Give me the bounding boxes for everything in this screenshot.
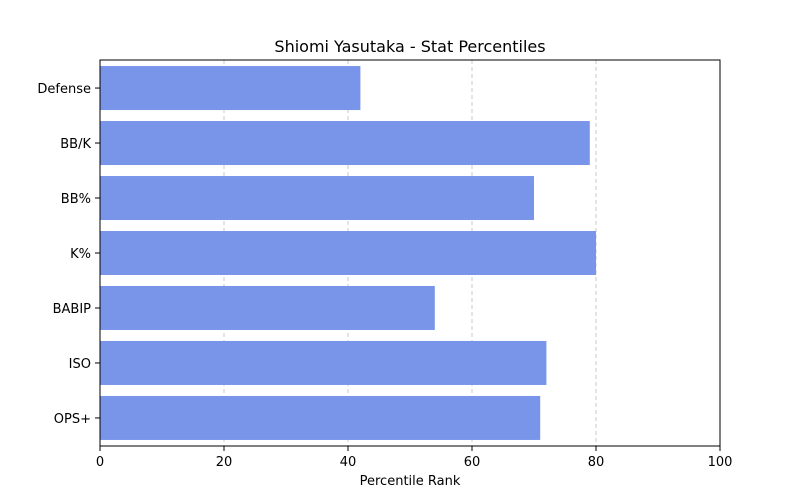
chart-title: Shiomi Yasutaka - Stat Percentiles bbox=[274, 37, 545, 56]
bar-iso bbox=[100, 340, 547, 385]
y-tick-label: Defense bbox=[37, 82, 91, 97]
bar-k- bbox=[100, 231, 596, 275]
x-tick-label: 40 bbox=[340, 455, 357, 470]
x-tick-label: 20 bbox=[216, 455, 233, 470]
y-tick-label: ISO bbox=[69, 357, 91, 372]
bar-defense bbox=[100, 66, 361, 111]
x-axis-label: Percentile Rank bbox=[360, 474, 461, 489]
y-tick-label: BB% bbox=[61, 192, 91, 207]
y-axis: Defense BB/K BB% K% BABIP ISO OPS+ bbox=[37, 82, 100, 427]
bars bbox=[100, 66, 596, 440]
y-tick-label: BABIP bbox=[53, 302, 92, 317]
bar-bb- bbox=[100, 176, 534, 221]
x-tick-label: 60 bbox=[464, 455, 481, 470]
x-tick-label: 100 bbox=[708, 455, 733, 470]
y-tick-label: K% bbox=[70, 247, 91, 262]
y-tick-label: BB/K bbox=[60, 137, 91, 152]
y-tick-label: OPS+ bbox=[54, 412, 91, 427]
x-tick-label: 80 bbox=[588, 455, 605, 470]
bar-babip bbox=[100, 285, 435, 330]
x-axis: 0 20 40 60 80 100 bbox=[96, 446, 733, 470]
x-tick-label: 0 bbox=[96, 455, 104, 470]
bar-bb-k bbox=[100, 121, 590, 166]
bar-ops- bbox=[100, 395, 541, 440]
